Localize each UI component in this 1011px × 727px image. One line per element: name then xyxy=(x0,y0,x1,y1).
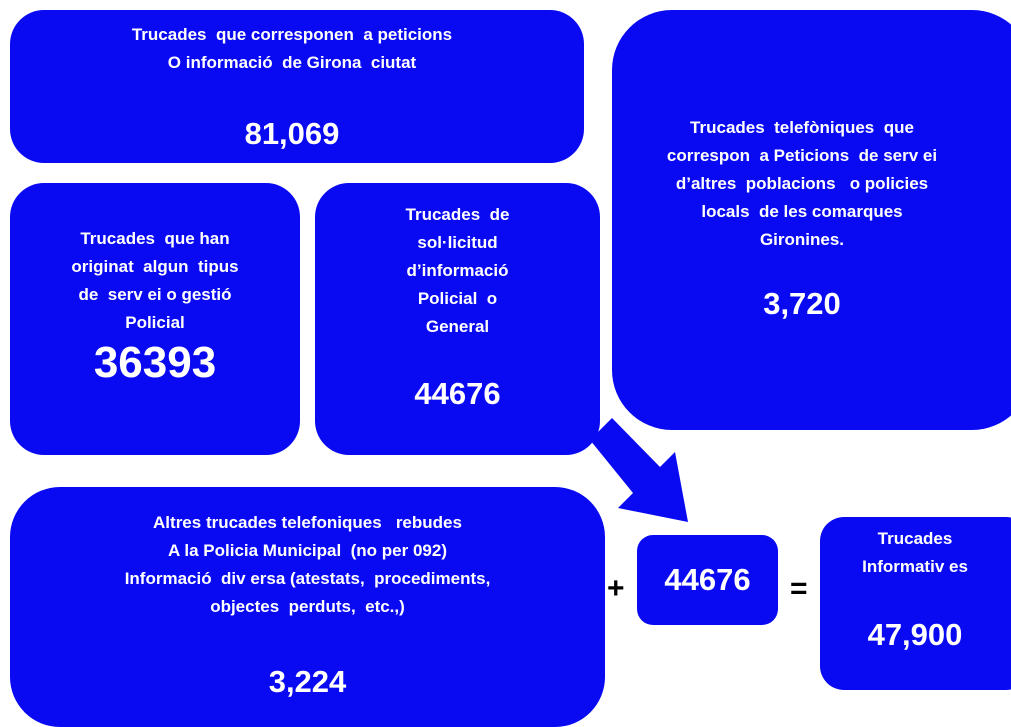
arrow xyxy=(590,418,688,522)
box-value: 44676 xyxy=(664,562,751,597)
text-line: Policial o xyxy=(417,289,498,308)
text-line: sol·licitud xyxy=(417,233,498,252)
box: Altres trucades telefoniques rebudes A l… xyxy=(10,487,605,727)
text-line: General xyxy=(425,317,490,336)
box-text: Trucades que corresponen a peticions O i… xyxy=(10,21,584,77)
box: Trucades que han originat algun tipus de… xyxy=(10,183,300,455)
box-text: Trucades telefòniques que correspon a Pe… xyxy=(612,114,992,254)
text-line: correspon a Peticions de serv ei xyxy=(666,146,938,165)
box: Trucades de sol·licitud d’informació Pol… xyxy=(315,183,600,455)
text-line: Gironines. xyxy=(759,230,845,249)
text-line: Trucades xyxy=(877,529,953,548)
text-line: d’informació xyxy=(406,261,509,280)
box-value: 3,720 xyxy=(763,286,841,321)
box-text: Trucades Informativ es xyxy=(820,525,1010,581)
plus-sign: + xyxy=(607,572,625,605)
text-line: Policial xyxy=(125,313,185,332)
text-line: Altres trucades telefoniques rebudes xyxy=(153,513,462,532)
box-value: 3,224 xyxy=(268,664,347,699)
box: Trucades Informativ es 47,900 xyxy=(820,517,1011,690)
text-line: Trucades telefòniques que xyxy=(690,118,914,137)
box: Trucades telefòniques que correspon a Pe… xyxy=(612,10,1011,430)
box-value: 36393 xyxy=(93,338,217,387)
text-line: originat algun tipus xyxy=(71,257,239,276)
box-value: 47,900 xyxy=(867,617,963,652)
text-line: de serv ei o gestió xyxy=(78,285,232,304)
box-text: Altres trucades telefoniques rebudes A l… xyxy=(10,509,605,621)
text-line: O informació de Girona ciutat xyxy=(167,53,417,72)
box-text: Trucades de sol·licitud d’informació Pol… xyxy=(315,201,600,341)
text-line: Trucades que corresponen a peticions xyxy=(131,25,453,44)
box: Trucades que corresponen a peticions O i… xyxy=(10,10,584,163)
box-value: 44676 xyxy=(414,376,501,411)
text-line: d’altres poblacions o policies xyxy=(675,174,929,193)
text-line: A la Policia Municipal (no per 092) xyxy=(168,541,447,560)
text-line: objectes perduts, etc.,) xyxy=(210,597,405,616)
text-line: Informativ es xyxy=(862,557,968,576)
box: 44676 xyxy=(637,535,778,625)
equals-sign: = xyxy=(790,572,808,605)
box-value: 81,069 xyxy=(244,116,340,151)
text-line: Informació div ersa (atestats, procedime… xyxy=(124,569,491,588)
text-line: Trucades de xyxy=(405,205,510,224)
box-text: Trucades que han originat algun tipus de… xyxy=(10,225,300,337)
text-line: locals de les comarques xyxy=(701,202,903,221)
text-line: Trucades que han xyxy=(80,229,230,248)
